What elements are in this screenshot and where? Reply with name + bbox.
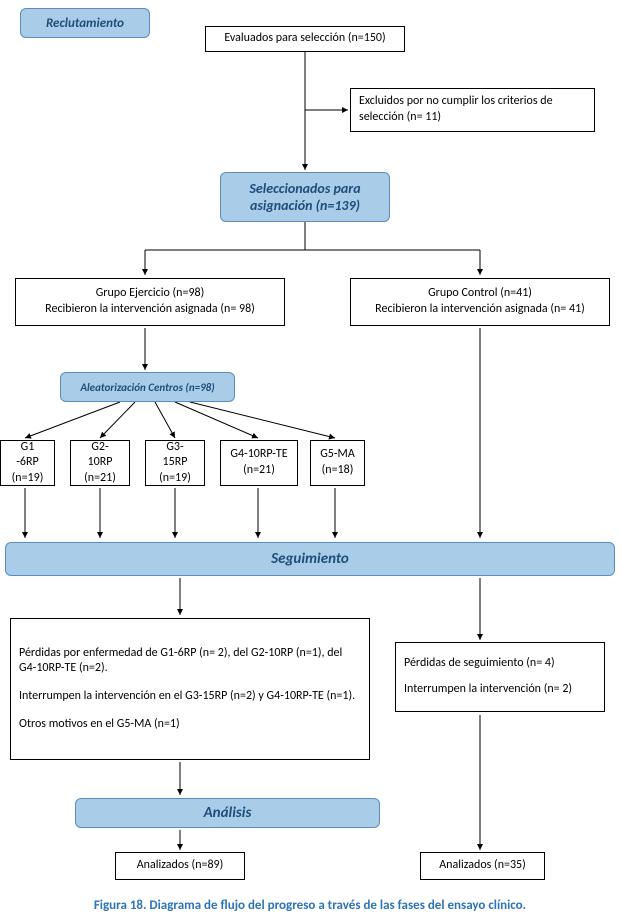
node-control-line2: Recibieron la intervención asignada (n= …	[375, 302, 585, 318]
node-g2: G2-10RP (n=21)	[70, 440, 130, 486]
node-g2-line1: G2-10RP	[79, 440, 121, 471]
node-g3-line1: G3-15RP	[154, 440, 196, 471]
stage-reclutamiento-label: Reclutamiento	[46, 16, 124, 31]
node-control-line1: Grupo Control (n=41)	[428, 286, 532, 302]
node-ejercicio: Grupo Ejercicio (n=98) Recibieron la int…	[15, 278, 285, 326]
node-g2-line2: (n=21)	[84, 471, 116, 487]
node-g4-line1: G4-10RP-TE	[230, 447, 287, 463]
perdidas-ctrl-line2: Interrumpen la intervención (n= 2)	[404, 682, 572, 698]
node-g1-line2: (n=19)	[12, 471, 44, 487]
node-g1-line1: G1 -6RP	[9, 440, 46, 471]
analizados-ctrl-label: Analizados (n=35)	[439, 858, 526, 874]
node-analizados-control: Analizados (n=35)	[420, 852, 545, 880]
node-g3: G3-15RP (n=19)	[145, 440, 205, 486]
stage-reclutamiento: Reclutamiento	[20, 8, 150, 38]
perdidas-ctrl-line1: Pérdidas de seguimiento (n= 4)	[404, 656, 555, 672]
stage-seguimiento: Seguimiento	[5, 542, 615, 576]
node-perdidas-ejercicio: Pérdidas por enfermedad de G1-6RP (n= 2)…	[10, 618, 370, 760]
node-aleatorizacion-label: Aleatorización Centros (n=98)	[80, 381, 214, 394]
perdidas-ej-p3: Otros motivos en el G5-MA (n=1)	[19, 717, 180, 733]
stage-analisis: Análisis	[75, 798, 380, 828]
stage-seguimiento-label: Seguimiento	[271, 550, 349, 568]
perdidas-ej-p1: Pérdidas por enfermedad de G1-6RP (n= 2)…	[19, 646, 361, 677]
node-seleccionados-line1: Seleccionados para	[249, 180, 360, 197]
node-ejercicio-line2: Recibieron la intervención asignada (n= …	[45, 302, 255, 318]
analizados-ej-label: Analizados (n=89)	[137, 858, 224, 874]
node-excluidos-line2: selección (n= 11)	[359, 110, 441, 126]
figure-caption-text: Figura 18. Diagrama de flujo del progres…	[94, 898, 526, 913]
node-aleatorizacion: Aleatorización Centros (n=98)	[60, 372, 235, 402]
node-seleccionados-line2: asignación (n=139)	[250, 197, 360, 214]
node-excluidos-line1: Excluidos por no cumplir los criterios d…	[359, 94, 553, 110]
node-g5-line2: (n=18)	[322, 463, 354, 479]
node-g1: G1 -6RP (n=19)	[0, 440, 55, 486]
perdidas-ej-p2: Interrumpen la intervención en el G3-15R…	[19, 689, 355, 705]
node-seleccionados: Seleccionados para asignación (n=139)	[220, 172, 390, 222]
node-ejercicio-line1: Grupo Ejercicio (n=98)	[96, 286, 205, 302]
node-excluidos: Excluidos por no cumplir los criterios d…	[350, 88, 595, 132]
node-g3-line2: (n=19)	[159, 471, 191, 487]
node-control: Grupo Control (n=41) Recibieron la inter…	[350, 278, 610, 326]
node-g5-line1: G5-MA	[320, 447, 355, 463]
node-g5: G5-MA (n=18)	[310, 440, 365, 486]
node-evaluados: Evaluados para selección (n=150)	[205, 26, 405, 52]
node-g4-line2: (n=21)	[243, 463, 275, 479]
node-g4: G4-10RP-TE (n=21)	[220, 440, 298, 486]
figure-caption: Figura 18. Diagrama de flujo del progres…	[50, 898, 570, 913]
stage-analisis-label: Análisis	[204, 804, 252, 822]
node-evaluados-label: Evaluados para selección (n=150)	[224, 31, 385, 47]
node-analizados-ejercicio: Analizados (n=89)	[115, 852, 245, 880]
node-perdidas-control: Pérdidas de seguimiento (n= 4) Interrump…	[395, 642, 605, 712]
